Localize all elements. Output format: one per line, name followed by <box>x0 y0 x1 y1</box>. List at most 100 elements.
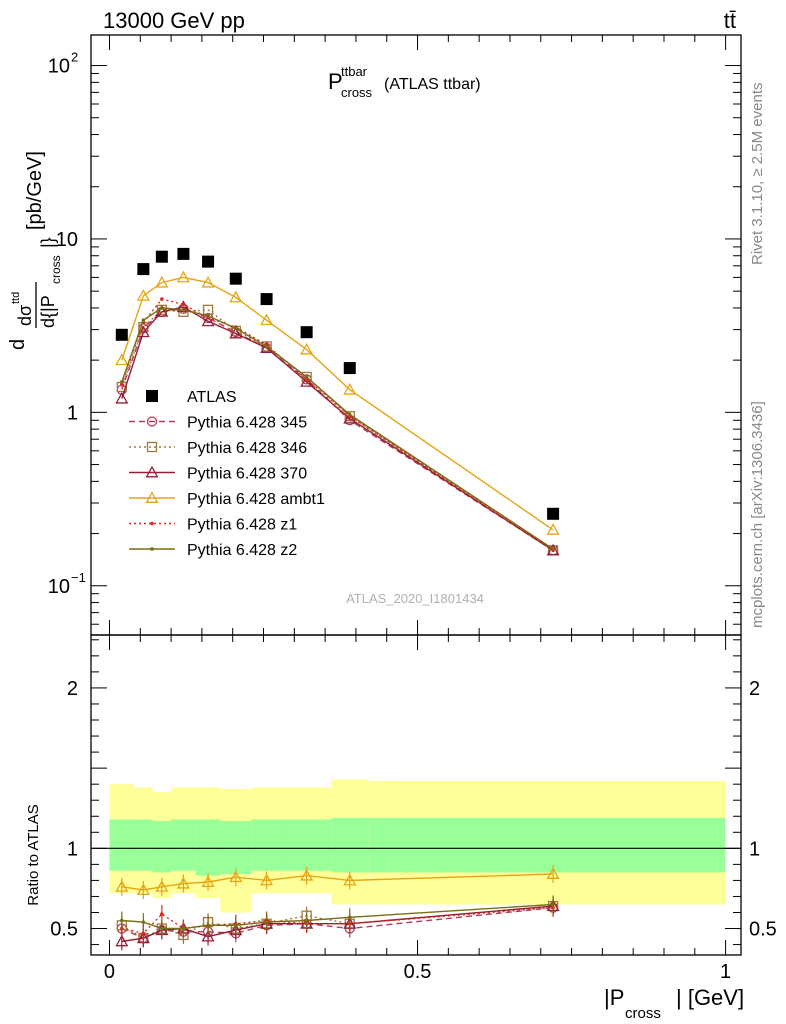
legend-entry-p345: Pythia 6.428 345 <box>129 415 307 432</box>
ylabel-denominator-close: |} <box>38 237 58 248</box>
ratio-band-inner <box>171 819 196 871</box>
ylabel-denominator-sub: cross <box>49 255 63 284</box>
legend-entry-atlas: ATLAS <box>146 389 237 406</box>
ratio-point-z2 <box>304 918 309 923</box>
main-line-p370 <box>121 306 554 551</box>
xlabel: |P cross | [GeV] <box>604 985 744 1022</box>
xtick-label: 1 <box>720 961 731 983</box>
main-point-ambt1 <box>201 275 215 288</box>
legend-entry-z1: Pythia 6.428 z1 <box>129 517 297 534</box>
xtick-label: 0 <box>104 961 115 983</box>
ylabel-units: [pb/GeV] <box>24 151 46 230</box>
ratio-point-ambt1 <box>176 876 190 889</box>
ratio-ytick-label: 2 <box>67 678 78 700</box>
ylabel-dsigma: dσ <box>15 305 35 326</box>
main-point-z2 <box>141 318 146 322</box>
ratio-point-ambt1 <box>115 880 129 892</box>
ratio-panel: 0 0.5 1 0.5 0.5 1 1 2 2 <box>50 634 777 983</box>
legend-label: ATLAS <box>187 389 237 406</box>
main-point-p370 <box>260 341 274 353</box>
title-main: P <box>328 69 343 94</box>
main-point-z2 <box>347 412 352 417</box>
main-point-p346 <box>344 411 355 422</box>
main-point-z2 <box>551 547 555 551</box>
legend-swatch-marker <box>145 465 159 478</box>
main-point-ambt1 <box>260 313 274 326</box>
main-point-z1 <box>181 302 186 307</box>
title-sub: cross <box>341 85 373 100</box>
main-point-z2 <box>181 308 186 312</box>
main-series-p370 <box>115 300 560 556</box>
title-suffix: (ATLAS ttbar) <box>384 76 481 93</box>
main-point-ambt1 <box>176 270 190 283</box>
ratio-point-z2 <box>120 918 124 923</box>
ratio-line-z2 <box>121 903 554 930</box>
title-sup: ttbar <box>341 64 368 79</box>
legend-label: Pythia 6.428 370 <box>187 466 307 483</box>
main-point-atlas <box>260 293 273 306</box>
main-point-z2 <box>120 380 124 384</box>
ratio-point-ambt1 <box>343 873 357 886</box>
main-point-p370 <box>546 543 560 556</box>
main-ytick-label-exp: −1 <box>71 570 86 585</box>
ratio-series-p370 <box>115 897 560 951</box>
ylabel-dsigma-sup: ttd <box>10 292 22 304</box>
main-point-p370 <box>343 411 357 424</box>
main-point-p370 <box>201 314 215 327</box>
legend-swatch-marker <box>146 390 158 402</box>
main-point-p370 <box>155 305 169 317</box>
ratio-point-z1 <box>160 912 164 916</box>
ratio-point-p370 <box>229 923 243 936</box>
ratio-band-inner <box>109 819 135 871</box>
plot-title: P ttbar cross (ATLAS ttbar) <box>328 64 481 100</box>
ratio-line-z1 <box>121 907 554 935</box>
ratio-band-inner <box>368 817 726 873</box>
ratio-point-z2 <box>206 923 210 928</box>
legend-swatch-marker <box>146 441 158 453</box>
xtick-label: 0.5 <box>404 961 432 983</box>
main-line-z2 <box>121 307 554 550</box>
ratio-point-ambt1 <box>546 867 560 879</box>
main-point-z2 <box>304 375 309 379</box>
ratio-ytick-label: 0.5 <box>50 919 78 941</box>
legend-entry-p346: Pythia 6.428 346 <box>129 440 307 457</box>
xlabel-sub: cross <box>625 1005 661 1022</box>
ratio-point-ambt1 <box>229 870 243 883</box>
main-line-ambt1 <box>121 276 554 531</box>
main-point-ambt1 <box>136 289 150 301</box>
main-series-p345 <box>116 303 559 556</box>
main-series-ambt1 <box>115 270 560 535</box>
main-point-z2 <box>233 326 238 331</box>
ratio-band-inner <box>331 817 369 873</box>
legend-entry-z2: Pythia 6.428 z2 <box>129 542 297 559</box>
ratio-point-z2 <box>264 920 269 924</box>
ratio-series-layer <box>115 864 560 951</box>
ratio-point-p370 <box>136 931 150 944</box>
main-point-ambt1 <box>115 353 129 366</box>
main-series-atlas <box>115 247 560 520</box>
main-point-atlas <box>343 362 356 375</box>
ratio-point-z2 <box>347 915 352 920</box>
ratio-ytick-label-right: 2 <box>749 678 760 700</box>
legend-entry-p370: Pythia 6.428 370 <box>129 466 307 483</box>
ylabel-denominator: d{|P <box>38 295 58 328</box>
main-point-atlas <box>115 328 128 341</box>
ratio-axes: 0 0.5 1 0.5 0.5 1 1 2 2 <box>50 635 777 983</box>
legend-label: Pythia 6.428 ambt1 <box>187 491 325 508</box>
main-series-p346 <box>116 304 559 556</box>
xlabel-close: | [GeV] <box>676 985 744 1010</box>
legend-entry-ambt1: Pythia 6.428 ambt1 <box>129 491 325 508</box>
main-point-atlas <box>202 255 215 268</box>
main-point-ambt1 <box>300 342 314 355</box>
main-ytick-label: 1 <box>67 402 78 424</box>
ratio-point-z1 <box>141 931 146 936</box>
legend-label: Pythia 6.428 346 <box>187 440 307 457</box>
ratio-ytick-label-right: 0.5 <box>749 919 777 941</box>
header-left: 13000 GeV pp <box>103 8 245 33</box>
ratio-ylabel: Ratio to ATLAS <box>25 804 42 905</box>
main-point-ambt1 <box>155 275 169 288</box>
legend-swatch-marker <box>145 491 159 503</box>
main-ytick-label-base: 10 <box>56 229 78 251</box>
